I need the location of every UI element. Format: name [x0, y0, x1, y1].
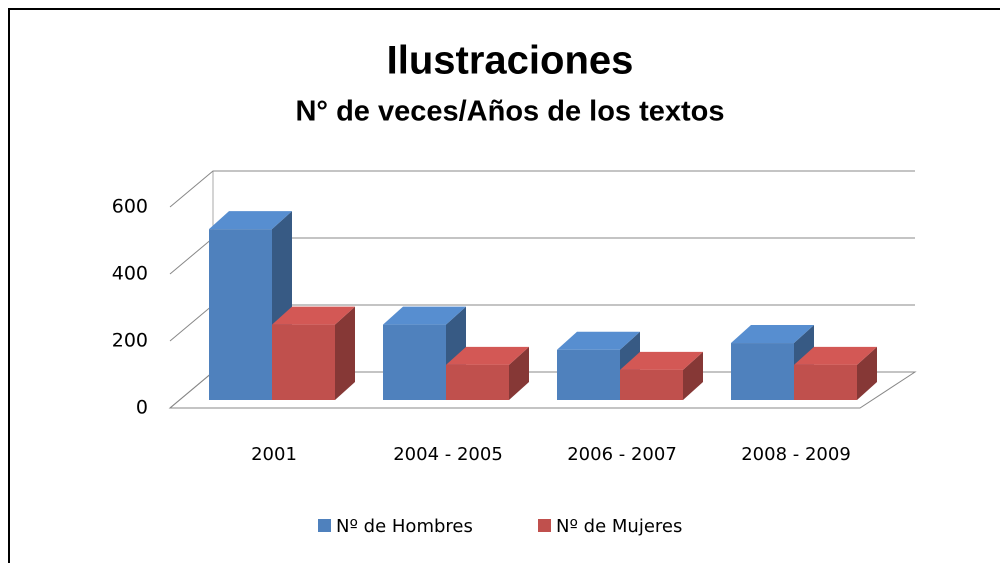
bar: [620, 369, 683, 400]
x-tick-label: 2001: [251, 444, 297, 465]
bar: [209, 229, 272, 400]
bar-top: [383, 306, 466, 325]
x-tick-label: 2006 - 2007: [567, 444, 677, 465]
chart-subtitle: N° de veces/Años de los textos: [295, 96, 724, 128]
bar-top: [209, 211, 292, 230]
bar-top: [794, 346, 877, 365]
bar-top: [731, 325, 814, 344]
bar-side: [683, 351, 703, 400]
bar: [446, 364, 509, 400]
y-tick-label: 0: [136, 397, 148, 419]
grid-line: [169, 170, 915, 208]
bar-top: [557, 331, 640, 350]
bar-top: [446, 346, 529, 365]
chart-title: Ilustraciones: [387, 39, 634, 83]
x-tick-label: 2004 - 2005: [393, 444, 503, 465]
legend-label: Nº de Hombres: [336, 516, 473, 537]
x-tick-label: 2008 - 2009: [741, 444, 851, 465]
frame: [8, 8, 1000, 563]
legend-swatch: [538, 519, 551, 532]
y-tick-label: 400: [112, 263, 148, 285]
bar: [731, 343, 794, 400]
bar: [794, 364, 857, 400]
bar: [272, 324, 335, 400]
bar-side: [509, 346, 529, 400]
y-tick-label: 600: [112, 196, 148, 218]
bar-side: [857, 346, 877, 400]
bar: [557, 349, 620, 400]
bar-side: [335, 306, 355, 400]
bar-top: [620, 351, 703, 370]
legend-label: Nº de Mujeres: [556, 516, 682, 537]
bar-top: [272, 306, 355, 325]
bar: [383, 324, 446, 400]
y-tick-label: 200: [112, 330, 148, 352]
legend-swatch: [318, 519, 331, 532]
